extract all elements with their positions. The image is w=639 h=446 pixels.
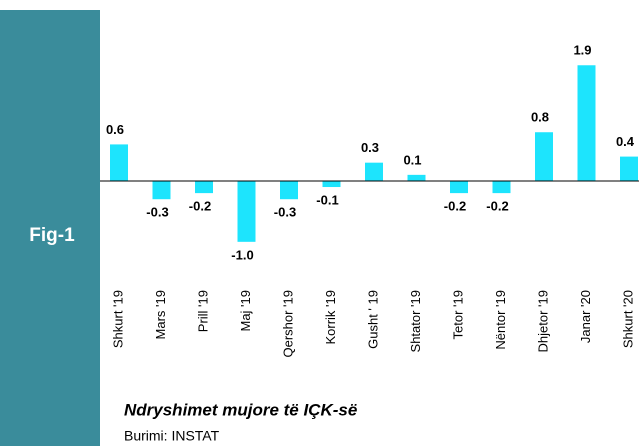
x-tick-label: Qershor '19: [280, 290, 295, 358]
value-label: 0.4: [616, 134, 635, 149]
x-tick-label: Korrik '19: [323, 290, 338, 345]
bar: [237, 180, 256, 242]
value-label: -0.3: [274, 205, 296, 220]
bar: [110, 144, 128, 181]
chart-title: Ndryshimet mujore të IÇK-së: [124, 400, 357, 419]
value-label: -0.2: [189, 199, 211, 214]
value-label: -1.0: [231, 247, 253, 262]
source: Burimi: INSTAT: [124, 428, 220, 444]
value-label: 0.3: [361, 140, 379, 155]
x-tick-label: Nëntor '19: [493, 290, 508, 350]
x-tick-label: Maj '19: [238, 290, 253, 332]
bar: [195, 180, 213, 194]
bar: [535, 132, 553, 181]
value-label: 0.1: [403, 152, 421, 167]
x-tick-label: Tetor '19: [450, 290, 465, 339]
value-label: -0.3: [146, 205, 168, 220]
value-label: -0.2: [444, 199, 466, 214]
x-tick-label: Prill '19: [195, 290, 210, 332]
x-tick-label: Janar '20: [578, 290, 593, 343]
side-panel: [0, 10, 100, 446]
bar: [152, 180, 171, 200]
bar: [322, 180, 341, 188]
x-tick-label: Mars '19: [153, 290, 168, 339]
x-tick-label: Dhjetor '19: [535, 290, 550, 352]
x-tick-label: Shkurt '20: [620, 290, 635, 348]
bar: [577, 65, 596, 181]
value-label: -0.1: [316, 192, 338, 207]
value-label: 0.8: [531, 110, 549, 125]
bar: [365, 162, 383, 181]
bar: [407, 174, 426, 181]
value-label: 0.6: [106, 122, 124, 137]
figure-label: Fig-1: [29, 225, 75, 246]
bar: [492, 180, 511, 194]
bar: [620, 156, 638, 181]
bar: [450, 180, 468, 194]
bar: [280, 180, 298, 200]
value-label: -0.2: [486, 199, 508, 214]
x-tick-label: Shtator '19: [408, 290, 423, 352]
x-tick-label: Shkurt '19: [110, 290, 125, 348]
x-tick-label: Gusht ' 19: [365, 290, 380, 349]
value-label: 1.9: [573, 43, 591, 58]
